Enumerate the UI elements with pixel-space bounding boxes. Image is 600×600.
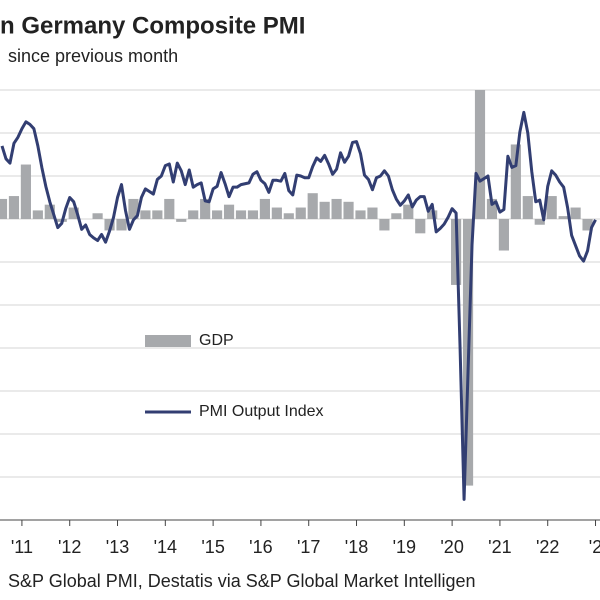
- bar: [32, 210, 43, 219]
- x-tick-label: '14: [154, 537, 177, 557]
- bar: [128, 198, 139, 219]
- bar: [247, 210, 259, 219]
- bar: [546, 196, 557, 219]
- bar: [188, 210, 199, 219]
- x-tick-label: '12: [58, 537, 81, 557]
- bar: [510, 144, 521, 219]
- source: S&P Global PMI, Destatis via S&P Global …: [8, 571, 476, 591]
- bar: [582, 219, 593, 231]
- bar: [235, 210, 247, 219]
- bar: [474, 90, 486, 219]
- x-tick-label: '22: [536, 537, 559, 557]
- legend-swatch: [145, 335, 191, 347]
- bar: [8, 196, 20, 219]
- bar: [283, 213, 294, 219]
- x-tick-label: '17: [297, 537, 320, 557]
- bar: [259, 198, 270, 219]
- x-tick-label: '19: [393, 537, 416, 557]
- chart-title: n Germany Composite PMI: [0, 12, 305, 39]
- bar: [558, 216, 569, 219]
- bar: [271, 207, 282, 219]
- x-tick-label: '15: [201, 537, 224, 557]
- line: [0, 110, 597, 501]
- x-tick-label: '13: [106, 537, 129, 557]
- bar: [498, 219, 509, 251]
- chart-subtitle: since previous month: [8, 46, 178, 66]
- legend-label: PMI Output Index: [199, 403, 324, 420]
- bar: [415, 219, 426, 234]
- bar: [0, 198, 8, 219]
- bar: [104, 219, 115, 231]
- bar: [68, 207, 79, 219]
- bar: [307, 193, 318, 219]
- bar: [486, 198, 498, 219]
- bar: [379, 219, 390, 231]
- bar: [319, 201, 330, 219]
- x-tick-label: '11: [11, 537, 33, 557]
- bar: [212, 210, 223, 219]
- bar: [164, 198, 175, 219]
- x-tick-label: '20: [440, 537, 463, 557]
- bar: [152, 210, 163, 219]
- bar: [223, 204, 235, 219]
- legend-label: GDP: [199, 332, 234, 349]
- bar: [343, 201, 354, 219]
- x-tick-label: '18: [345, 537, 368, 557]
- bar: [522, 196, 533, 219]
- bar: [295, 207, 306, 219]
- bar: [331, 198, 342, 219]
- x-tick-label: '21: [488, 537, 511, 557]
- bar: [20, 164, 31, 219]
- bar: [176, 219, 187, 222]
- bar: [200, 198, 211, 219]
- bar: [534, 219, 545, 225]
- bar: [367, 207, 378, 219]
- bar: [391, 213, 402, 219]
- bar: [44, 204, 55, 219]
- bar: [140, 210, 151, 219]
- bar: [92, 213, 103, 219]
- bar: [355, 210, 366, 219]
- x-tick-label: '16: [249, 537, 272, 557]
- bar: [403, 204, 414, 219]
- bar: [116, 219, 127, 231]
- x-tick-label: '2: [589, 537, 600, 557]
- bar: [570, 207, 581, 219]
